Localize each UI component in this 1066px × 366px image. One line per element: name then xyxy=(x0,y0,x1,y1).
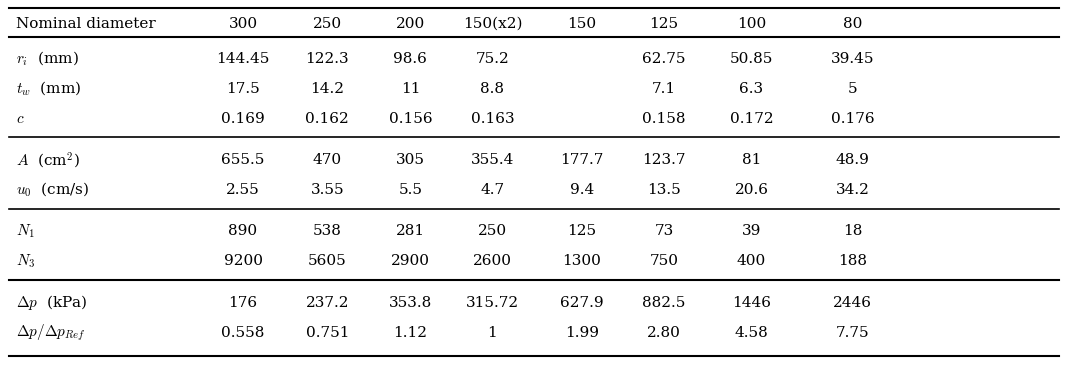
Text: 4.58: 4.58 xyxy=(734,326,769,340)
Text: 122.3: 122.3 xyxy=(306,52,349,66)
Text: 1446: 1446 xyxy=(732,296,771,310)
Text: 9200: 9200 xyxy=(224,254,262,268)
Text: $c$: $c$ xyxy=(16,112,25,126)
Text: 9.4: 9.4 xyxy=(570,183,594,197)
Text: 5: 5 xyxy=(847,82,858,96)
Text: 200: 200 xyxy=(395,17,425,31)
Text: 627.9: 627.9 xyxy=(561,296,603,310)
Text: $\Delta p / \Delta p_{Ref}$: $\Delta p / \Delta p_{Ref}$ xyxy=(16,323,85,343)
Text: 0.558: 0.558 xyxy=(222,326,264,340)
Text: 0.156: 0.156 xyxy=(389,112,432,126)
Text: 2.80: 2.80 xyxy=(647,326,681,340)
Text: 890: 890 xyxy=(228,224,258,238)
Text: 14.2: 14.2 xyxy=(310,82,344,96)
Text: 176: 176 xyxy=(228,296,258,310)
Text: 150(x2): 150(x2) xyxy=(463,17,522,31)
Text: 50.85: 50.85 xyxy=(730,52,773,66)
Text: 2900: 2900 xyxy=(391,254,430,268)
Text: 100: 100 xyxy=(737,17,766,31)
Text: 48.9: 48.9 xyxy=(836,153,870,167)
Text: $A$  (cm$^2$): $A$ (cm$^2$) xyxy=(16,150,80,170)
Text: 0.176: 0.176 xyxy=(831,112,874,126)
Text: 0.162: 0.162 xyxy=(305,112,350,126)
Text: 250: 250 xyxy=(312,17,342,31)
Text: 0.163: 0.163 xyxy=(471,112,514,126)
Text: 125: 125 xyxy=(567,224,597,238)
Text: 6.3: 6.3 xyxy=(740,82,763,96)
Text: 2.55: 2.55 xyxy=(226,183,260,197)
Text: 355.4: 355.4 xyxy=(471,153,514,167)
Text: 2446: 2446 xyxy=(834,296,872,310)
Text: 281: 281 xyxy=(395,224,425,238)
Text: 655.5: 655.5 xyxy=(222,153,264,167)
Text: 188: 188 xyxy=(838,254,868,268)
Text: 7.1: 7.1 xyxy=(652,82,676,96)
Text: $N_1$: $N_1$ xyxy=(16,223,35,240)
Text: 177.7: 177.7 xyxy=(561,153,603,167)
Text: 1.99: 1.99 xyxy=(565,326,599,340)
Text: 882.5: 882.5 xyxy=(643,296,685,310)
Text: 8.8: 8.8 xyxy=(481,82,504,96)
Text: 7.75: 7.75 xyxy=(836,326,870,340)
Text: 237.2: 237.2 xyxy=(306,296,349,310)
Text: 305: 305 xyxy=(395,153,425,167)
Text: 81: 81 xyxy=(742,153,761,167)
Text: 34.2: 34.2 xyxy=(836,183,870,197)
Text: $u_0$  (cm/s): $u_0$ (cm/s) xyxy=(16,181,90,199)
Text: 353.8: 353.8 xyxy=(389,296,432,310)
Text: $\Delta p$  (kPa): $\Delta p$ (kPa) xyxy=(16,293,87,312)
Text: 39.45: 39.45 xyxy=(831,52,874,66)
Text: 0.172: 0.172 xyxy=(730,112,773,126)
Text: 400: 400 xyxy=(737,254,766,268)
Text: 250: 250 xyxy=(478,224,507,238)
Text: 1: 1 xyxy=(487,326,498,340)
Text: 123.7: 123.7 xyxy=(643,153,685,167)
Text: 150: 150 xyxy=(567,17,597,31)
Text: 2600: 2600 xyxy=(473,254,512,268)
Text: Nominal diameter: Nominal diameter xyxy=(16,17,156,31)
Text: $t_w$  (mm): $t_w$ (mm) xyxy=(16,79,81,98)
Text: 144.45: 144.45 xyxy=(216,52,270,66)
Text: 750: 750 xyxy=(649,254,679,268)
Text: 62.75: 62.75 xyxy=(643,52,685,66)
Text: 75.2: 75.2 xyxy=(475,52,510,66)
Text: 538: 538 xyxy=(312,224,342,238)
Text: 3.55: 3.55 xyxy=(310,183,344,197)
Text: 18: 18 xyxy=(843,224,862,238)
Text: $N_3$: $N_3$ xyxy=(16,253,35,270)
Text: 5605: 5605 xyxy=(308,254,346,268)
Text: 73: 73 xyxy=(655,224,674,238)
Text: 20.6: 20.6 xyxy=(734,183,769,197)
Text: 470: 470 xyxy=(312,153,342,167)
Text: 125: 125 xyxy=(649,17,679,31)
Text: 4.7: 4.7 xyxy=(481,183,504,197)
Text: 1300: 1300 xyxy=(563,254,601,268)
Text: 39: 39 xyxy=(742,224,761,238)
Text: 17.5: 17.5 xyxy=(226,82,260,96)
Text: 0.751: 0.751 xyxy=(306,326,349,340)
Text: 11: 11 xyxy=(401,82,420,96)
Text: 98.6: 98.6 xyxy=(393,52,427,66)
Text: 1.12: 1.12 xyxy=(393,326,427,340)
Text: 315.72: 315.72 xyxy=(466,296,519,310)
Text: 5.5: 5.5 xyxy=(399,183,422,197)
Text: 13.5: 13.5 xyxy=(647,183,681,197)
Text: 0.169: 0.169 xyxy=(221,112,265,126)
Text: 300: 300 xyxy=(228,17,258,31)
Text: $r_i$  (mm): $r_i$ (mm) xyxy=(16,49,79,68)
Text: 0.158: 0.158 xyxy=(643,112,685,126)
Text: 80: 80 xyxy=(843,17,862,31)
